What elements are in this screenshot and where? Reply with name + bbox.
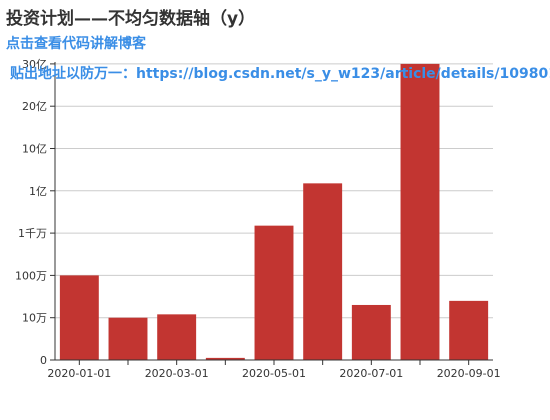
y-tick-label: 100万 xyxy=(15,269,47,282)
bar-2020-09-01 xyxy=(449,300,489,360)
y-tick-label: 0 xyxy=(40,354,47,367)
bars xyxy=(59,63,489,361)
y-tick-label: 1亿 xyxy=(29,185,47,198)
bar-2020-03-01 xyxy=(157,314,197,360)
x-tick-label: 2020-01-01 xyxy=(47,367,111,380)
y-tick-label: 1千万 xyxy=(18,227,47,240)
axes: 0 10万 100万 1千万 1亿 10亿 20亿 30亿 2020-01-01 2020-03-… xyxy=(15,58,501,380)
bar-2020-02-01 xyxy=(108,317,148,360)
chart-title: 投资计划——不均匀数据轴（y） xyxy=(6,9,256,29)
y-tick-label: 10亿 xyxy=(22,143,47,156)
x-tick-label: 2020-07-01 xyxy=(339,367,403,380)
x-tick-label: 2020-05-01 xyxy=(242,367,306,380)
bar-2020-01-01 xyxy=(59,275,99,360)
blog-link[interactable]: 点击查看代码讲解博客 xyxy=(6,36,146,52)
y-tick-label: 20亿 xyxy=(22,100,47,113)
bar-2020-07-01 xyxy=(351,304,391,360)
x-tick-label: 2020-09-01 xyxy=(437,367,501,380)
bar-2020-06-01 xyxy=(303,183,343,360)
backup-url-link[interactable]: 贴出地址以防万一：https://blog.csdn.net/s_y_w123/… xyxy=(10,66,550,82)
bar-2020-08-01 xyxy=(400,63,440,361)
bar-2020-05-01 xyxy=(254,225,294,360)
y-tick-label: 10万 xyxy=(22,312,47,325)
y-tick-label: 30亿 xyxy=(22,58,47,71)
bar-2020-04-01 xyxy=(205,357,245,360)
x-tick-label: 2020-03-01 xyxy=(145,367,209,380)
